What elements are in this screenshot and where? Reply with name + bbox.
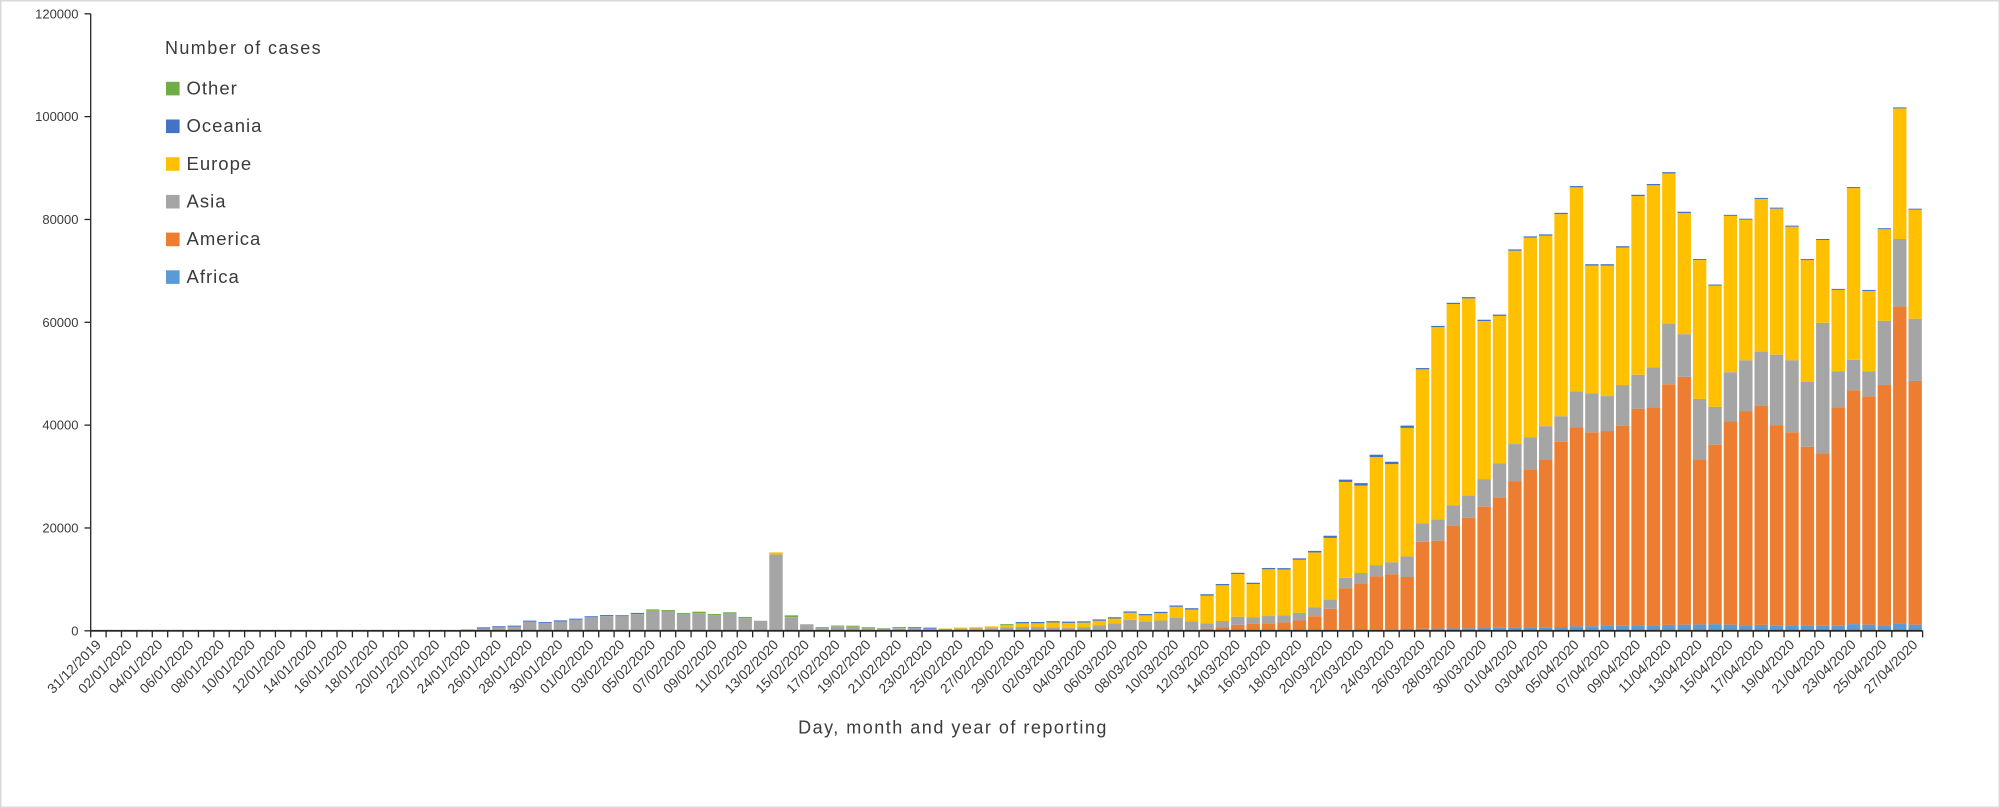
svg-text:Oceania: Oceania [187, 115, 263, 136]
svg-text:0: 0 [71, 623, 78, 638]
svg-text:20000: 20000 [42, 521, 78, 536]
svg-text:60000: 60000 [42, 315, 78, 330]
svg-text:Day, month and year of reporti: Day, month and year of reporting [798, 718, 1108, 738]
svg-text:America: America [187, 228, 262, 249]
svg-text:Other: Other [187, 77, 238, 98]
svg-text:80000: 80000 [42, 212, 78, 227]
svg-text:100000: 100000 [35, 109, 78, 124]
svg-text:Number of cases: Number of cases [165, 38, 322, 58]
svg-text:Europe: Europe [187, 153, 253, 174]
svg-text:Africa: Africa [187, 266, 240, 287]
svg-text:40000: 40000 [42, 418, 78, 433]
svg-text:120000: 120000 [35, 6, 78, 21]
svg-text:Asia: Asia [187, 191, 227, 212]
